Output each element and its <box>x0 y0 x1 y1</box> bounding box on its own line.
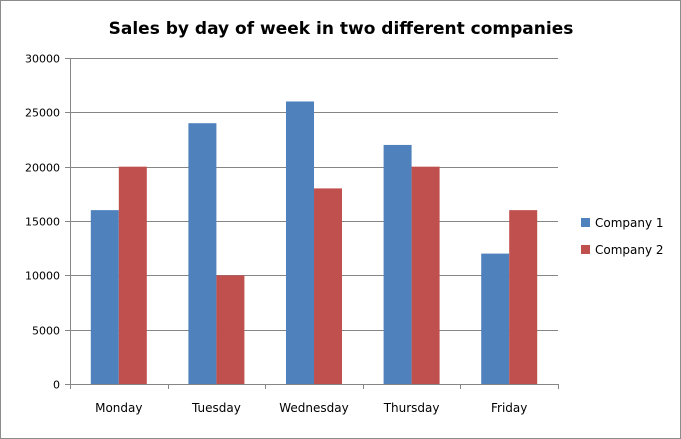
bar-company-2-friday <box>509 210 538 384</box>
bar-company-2-monday <box>118 166 147 384</box>
x-tick-label: Tuesday <box>191 401 241 415</box>
x-tick-label: Thursday <box>383 401 440 415</box>
y-tick-label: 30000 <box>25 53 60 66</box>
x-tick-label: Friday <box>491 401 527 415</box>
legend: Company 1 Company 2 <box>581 216 664 257</box>
y-tick-label: 5000 <box>32 325 60 338</box>
bar-company-1-tuesday <box>188 123 217 384</box>
y-tick-label: 20000 <box>25 162 60 175</box>
bars <box>90 101 538 384</box>
bar-company-2-wednesday <box>314 188 342 384</box>
chart-title: Sales by day of week in two different co… <box>109 19 574 39</box>
bar-company-1-thursday <box>383 144 412 384</box>
bar-company-1-wednesday <box>286 101 314 384</box>
bar-company-2-thursday <box>411 166 440 384</box>
legend-swatch <box>581 245 590 254</box>
legend-label: Company 2 <box>595 243 664 257</box>
y-tick-label: 25000 <box>25 107 60 120</box>
x-tick-label: Monday <box>95 401 142 415</box>
y-tick-label: 10000 <box>25 270 60 283</box>
axes: 0 5000 10000 15000 20000 25000 30000 Monday Tues… <box>25 53 559 415</box>
x-tick-label: Wednesday <box>279 401 348 415</box>
bar-company-1-friday <box>481 253 510 384</box>
bar-company-2-tuesday <box>216 275 245 384</box>
legend-swatch <box>581 218 590 227</box>
bar-company-1-monday <box>90 210 119 384</box>
y-tick-label: 15000 <box>25 216 60 229</box>
legend-label: Company 1 <box>595 216 664 230</box>
y-tick-label: 0 <box>53 379 60 392</box>
